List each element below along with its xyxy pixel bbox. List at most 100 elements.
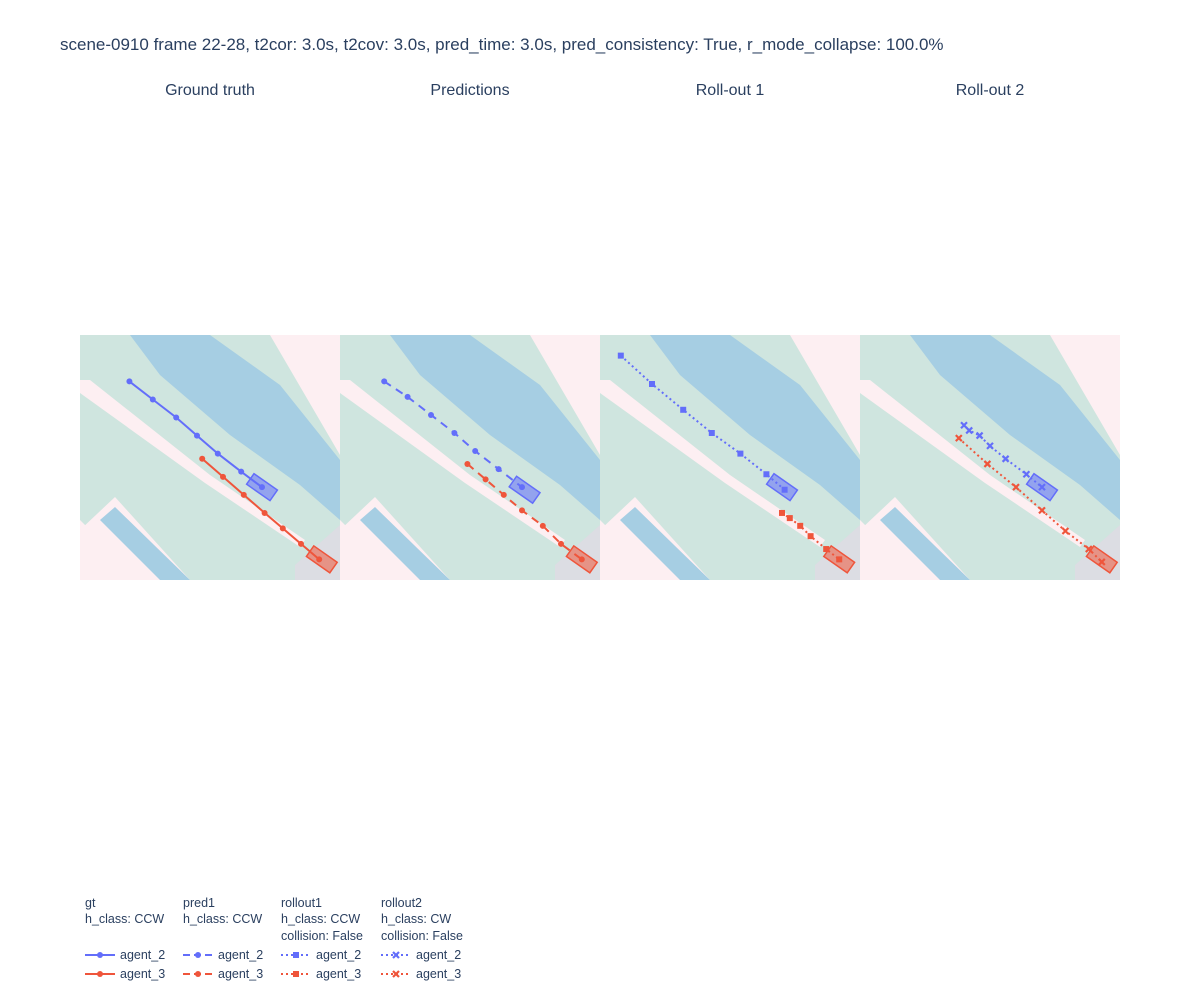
marker-square (823, 546, 830, 553)
marker-x (975, 431, 984, 440)
marker-circle (199, 455, 206, 462)
marker-circle (381, 378, 388, 385)
map-lane-lower (620, 507, 710, 580)
marker-square (807, 533, 814, 540)
legend-group-pred1[interactable]: pred1 h_class: CCW agent_2 agent_3 (183, 896, 263, 981)
marker-circle (194, 432, 200, 439)
legend-group-title: gt (85, 896, 96, 910)
legend-label-agent-3[interactable]: agent_3 (120, 967, 165, 981)
legend-group-hclass: h_class: CCW (85, 912, 164, 926)
marker-square (781, 486, 788, 493)
legend-group-title: rollout1 (281, 896, 322, 910)
legend-symbol-agent-2 (281, 952, 311, 958)
subplot-4 (860, 335, 1120, 580)
legend-group-hclass: h_class: CCW (183, 912, 262, 926)
marker-square (797, 522, 804, 529)
map-lane-upper (390, 335, 600, 520)
marker-circle (539, 522, 546, 529)
marker-square (737, 450, 744, 457)
marker-x (955, 434, 963, 442)
marker-circle (519, 507, 525, 514)
legend-label-agent-2[interactable]: agent_2 (316, 948, 361, 962)
marker-circle (316, 556, 323, 563)
legend-symbol-agent-2 (85, 952, 115, 958)
agent-box (508, 475, 542, 505)
marker-square (649, 381, 655, 387)
legend-group-gt[interactable]: gt h_class: CCW agent_2 agent_3 (85, 896, 165, 981)
legend[interactable]: gt h_class: CCW agent_2 agent_3 pred1 h_… (85, 896, 463, 981)
map-lane-lower (100, 507, 190, 580)
map-median-strip (340, 380, 565, 547)
marker-x (1001, 455, 1010, 463)
legend-label-agent-2[interactable]: agent_2 (218, 948, 263, 962)
marker-circle (451, 430, 458, 436)
marker-x (986, 442, 994, 450)
legend-symbol-agent-2 (183, 952, 213, 958)
marker-circle (214, 450, 221, 457)
legend-group-rollout2[interactable]: rollout2 h_class: CW collision: False ag… (381, 896, 463, 981)
series-agent-3 (955, 434, 1119, 574)
marker-circle (195, 952, 201, 958)
subplot-title-rollout-1: Roll-out 1 (696, 82, 765, 99)
marker-circle (195, 971, 201, 977)
marker-circle (173, 414, 180, 421)
legend-symbol-agent-3 (183, 971, 213, 977)
plot-panels (80, 335, 1120, 580)
marker-square (680, 406, 687, 413)
marker-circle (495, 466, 502, 473)
marker-x (1098, 558, 1106, 566)
marker-circle (279, 525, 286, 532)
legend-label-agent-3[interactable]: agent_3 (316, 967, 361, 981)
legend-symbol-agent-3 (85, 971, 115, 977)
subplot-1 (80, 335, 340, 580)
marker-square (293, 971, 299, 977)
series-agent-2 (381, 378, 542, 505)
marker-circle (97, 952, 103, 958)
subplot-2 (340, 335, 600, 580)
marker-circle (500, 491, 507, 498)
map-median-strip (80, 380, 305, 547)
marker-circle (126, 378, 133, 385)
map-median-strip (860, 380, 1085, 547)
legend-group-title: pred1 (183, 896, 215, 910)
marker-x (1085, 545, 1093, 553)
series-agent-3 (779, 509, 856, 574)
legend-group-hclass: h_class: CW (381, 912, 451, 926)
map-median-strip (600, 380, 825, 547)
series-agent-2 (126, 378, 279, 502)
figure-title: scene-0910 frame 22-28, t2cor: 3.0s, t2c… (60, 35, 944, 54)
marker-x (983, 460, 992, 468)
marker-circle (97, 971, 103, 977)
marker-circle (472, 448, 479, 455)
legend-group-title: rollout2 (381, 896, 422, 910)
legend-label-agent-2[interactable]: agent_2 (120, 948, 165, 962)
marker-x (1038, 506, 1046, 515)
map-lane-lower (880, 507, 970, 580)
legend-group-rollout1[interactable]: rollout1 h_class: CCW collision: False a… (281, 896, 363, 981)
marker-square (763, 471, 770, 478)
subplot-title-predictions: Predictions (430, 82, 509, 99)
marker-x (1038, 483, 1046, 491)
series-agent-3 (199, 455, 339, 574)
subplot-title-ground-truth: Ground truth (165, 82, 255, 99)
marker-x (392, 951, 400, 959)
legend-symbol-agent-3 (281, 971, 311, 977)
marker-circle (558, 540, 564, 547)
legend-label-agent-2[interactable]: agent_2 (416, 948, 461, 962)
marker-circle (578, 556, 585, 563)
legend-label-agent-3[interactable]: agent_3 (416, 967, 461, 981)
marker-circle (482, 476, 489, 483)
marker-square (836, 556, 843, 563)
marker-x (1012, 483, 1020, 491)
legend-label-agent-3[interactable]: agent_3 (218, 967, 263, 981)
marker-circle (259, 484, 265, 491)
marker-circle (519, 484, 525, 491)
marker-square (708, 430, 715, 436)
marker-circle (220, 473, 226, 480)
marker-square (617, 352, 624, 359)
series-agent-2 (960, 421, 1059, 502)
subplot-title-rollout-2: Roll-out 2 (956, 82, 1025, 99)
marker-x (1061, 527, 1070, 535)
marker-x (965, 426, 973, 435)
